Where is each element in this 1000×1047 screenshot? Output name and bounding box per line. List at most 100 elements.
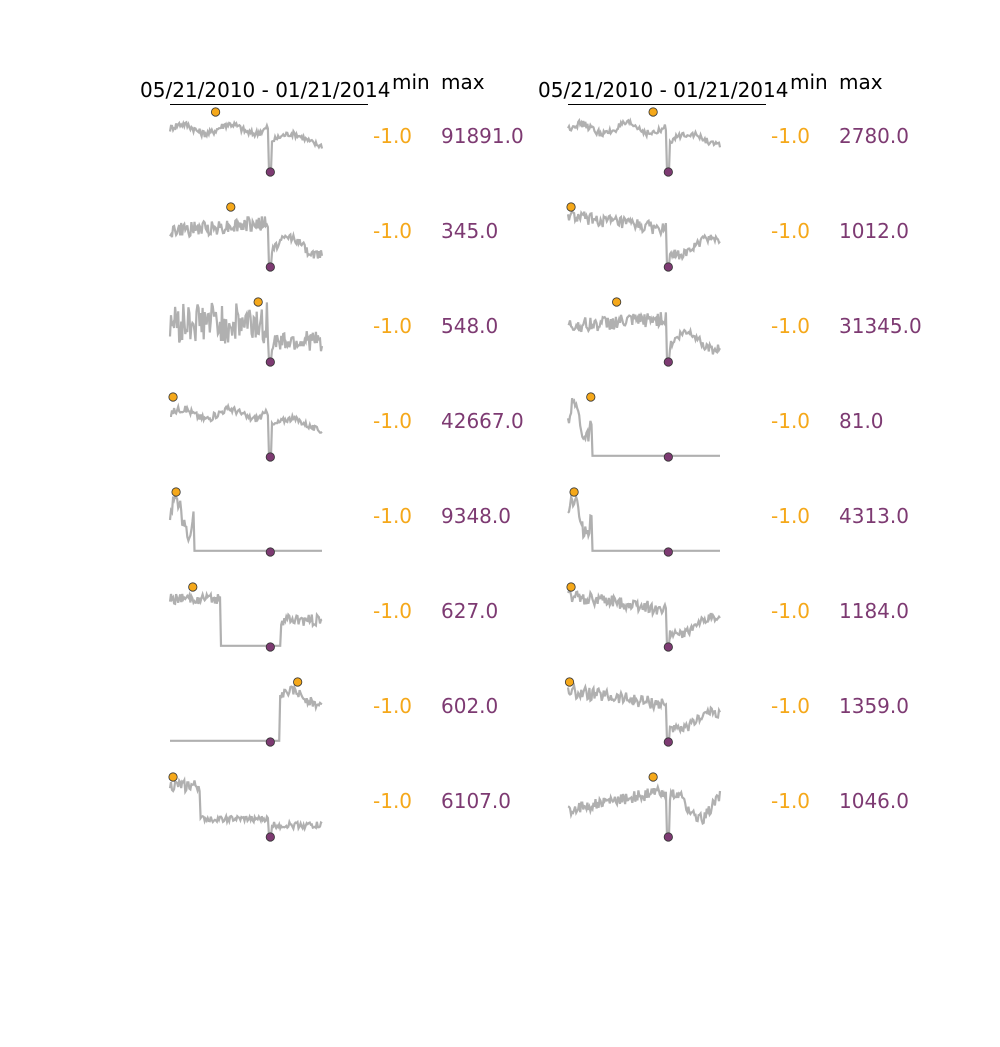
sparkline-chart <box>168 582 323 652</box>
max-marker <box>569 487 579 497</box>
max-value: 1359.0 <box>839 694 909 718</box>
min-value: -1.0 <box>373 599 413 623</box>
sparkline-chart <box>564 677 721 747</box>
max-marker <box>586 392 596 402</box>
sparkline-panel-left: 05/21/2010 - 01/21/2014 min max -1.0 9189… <box>0 70 524 872</box>
max-marker <box>648 772 658 782</box>
min-value: -1.0 <box>771 504 811 528</box>
min-marker <box>663 167 673 177</box>
max-value: 9348.0 <box>441 504 511 528</box>
min-marker <box>265 547 275 557</box>
sparkline-row: -1.0 91891.0 <box>0 107 524 207</box>
min-value: -1.0 <box>771 124 811 148</box>
sparkline-chart <box>168 297 324 367</box>
date-range-label: 05/21/2010 - 01/21/2014 <box>140 78 391 102</box>
sparkline-row: -1.0 2780.0 <box>398 107 909 207</box>
sparkline-row: -1.0 42667.0 <box>0 392 524 492</box>
sparkline-line <box>566 397 720 457</box>
max-value: 81.0 <box>839 409 884 433</box>
min-marker <box>265 452 275 462</box>
min-value: -1.0 <box>373 219 413 243</box>
sparkline-chart <box>566 392 720 462</box>
max-value: 627.0 <box>441 599 499 623</box>
min-value: -1.0 <box>373 694 413 718</box>
sparkline-chart <box>168 772 323 842</box>
sparkline-panel-right: 05/21/2010 - 01/21/2014 min max -1.0 2780… <box>398 0 922 1047</box>
min-marker <box>663 547 673 557</box>
max-marker <box>168 392 178 402</box>
sparkline-line <box>168 590 323 647</box>
sparkline-chart <box>566 582 721 652</box>
sparkline-line <box>567 117 722 172</box>
sparkline-row: -1.0 1184.0 <box>398 582 909 682</box>
max-marker <box>566 582 576 592</box>
max-value: 602.0 <box>441 694 499 718</box>
min-value: -1.0 <box>373 789 413 813</box>
sparkline-line <box>567 492 720 552</box>
min-marker <box>265 262 275 272</box>
min-value: -1.0 <box>373 409 413 433</box>
sparkline-row: -1.0 1359.0 <box>398 677 909 777</box>
sparkline-row: -1.0 1046.0 <box>398 772 909 872</box>
min-marker <box>663 452 673 462</box>
max-marker <box>564 677 575 687</box>
sparkline-chart <box>567 297 721 367</box>
sparkline-line <box>567 311 721 362</box>
min-column-header: min <box>790 70 828 94</box>
sparkline-line <box>169 402 323 457</box>
max-value: 1046.0 <box>839 789 909 813</box>
sparkline-chart <box>567 107 722 177</box>
sparkline-row: -1.0 6107.0 <box>0 772 511 872</box>
min-value: -1.0 <box>771 409 811 433</box>
min-marker <box>265 357 275 367</box>
max-value: 548.0 <box>441 314 499 338</box>
min-value: -1.0 <box>373 504 413 528</box>
max-value: 91891.0 <box>441 124 524 148</box>
sparkline-chart <box>168 107 324 177</box>
sparkline-chart <box>168 487 322 557</box>
min-marker <box>663 357 673 367</box>
min-marker <box>663 737 673 747</box>
min-marker <box>265 167 275 177</box>
sparkline-line <box>566 682 721 742</box>
date-range-underline <box>170 104 368 105</box>
sparkline-chart <box>169 202 324 272</box>
max-marker <box>566 202 576 212</box>
max-marker <box>612 297 622 307</box>
sparkline-row: -1.0 602.0 <box>0 677 500 777</box>
min-marker <box>265 832 275 842</box>
max-marker <box>188 582 198 592</box>
sparkline-row: -1.0 345.0 <box>0 202 500 302</box>
sparkline-row: -1.0 81.0 <box>398 392 898 492</box>
max-marker <box>253 297 263 307</box>
max-value: 345.0 <box>441 219 499 243</box>
sparkline-line <box>567 783 722 837</box>
min-value: -1.0 <box>373 314 413 338</box>
sparkline-row: -1.0 4313.0 <box>398 487 909 587</box>
sparkline-line <box>168 119 324 172</box>
max-marker <box>293 677 303 687</box>
sparkline-line <box>168 302 324 362</box>
max-value: 2780.0 <box>839 124 909 148</box>
max-value: 42667.0 <box>441 409 524 433</box>
max-marker <box>648 107 658 117</box>
min-value: -1.0 <box>771 789 811 813</box>
sparkline-row: -1.0 9348.0 <box>0 487 511 587</box>
sparkline-chart <box>567 772 722 842</box>
sparkline-line <box>566 209 721 267</box>
sparkline-line <box>169 216 324 267</box>
sparkline-row: -1.0 31345.0 <box>398 297 922 397</box>
sparkline-row: -1.0 1012.0 <box>398 202 909 302</box>
min-marker <box>663 642 673 652</box>
max-value: 31345.0 <box>839 314 922 338</box>
sparkline-row: -1.0 627.0 <box>0 582 500 682</box>
max-marker <box>210 107 221 117</box>
max-column-header: max <box>441 70 485 94</box>
max-value: 1012.0 <box>839 219 909 243</box>
sparkline-chart <box>170 677 323 747</box>
sparkline-chart <box>567 487 720 557</box>
min-column-header: min <box>392 70 430 94</box>
date-range-underline <box>568 104 766 105</box>
min-value: -1.0 <box>771 219 811 243</box>
max-marker <box>168 772 178 782</box>
